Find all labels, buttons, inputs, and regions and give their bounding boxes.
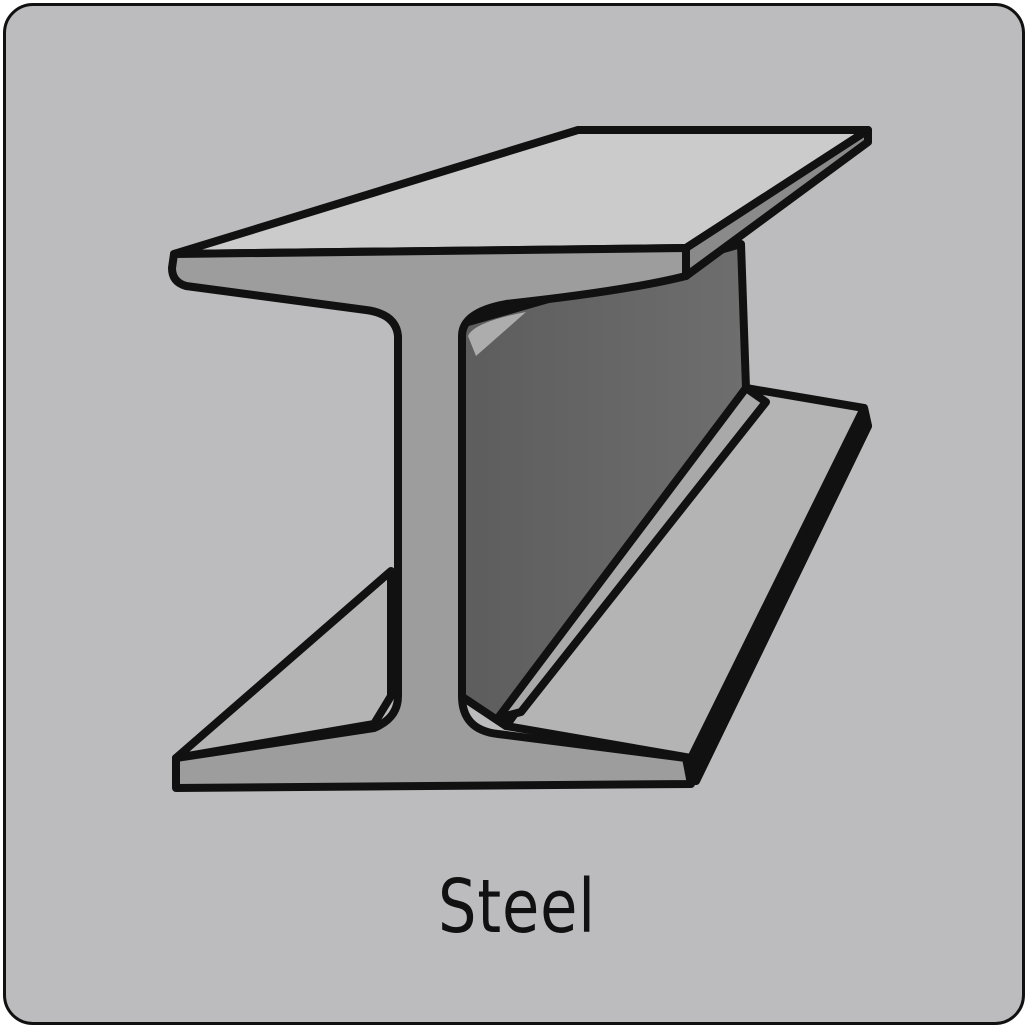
tile-label: Steel: [438, 864, 596, 950]
steel-tile[interactable]: Steel: [3, 3, 1025, 1025]
steel-i-beam-icon: [168, 126, 872, 792]
top-flange-top: [170, 126, 872, 258]
beam-front-face: [168, 244, 695, 792]
web-fillet: [494, 384, 770, 722]
bottom-flange-edge: [687, 404, 872, 785]
